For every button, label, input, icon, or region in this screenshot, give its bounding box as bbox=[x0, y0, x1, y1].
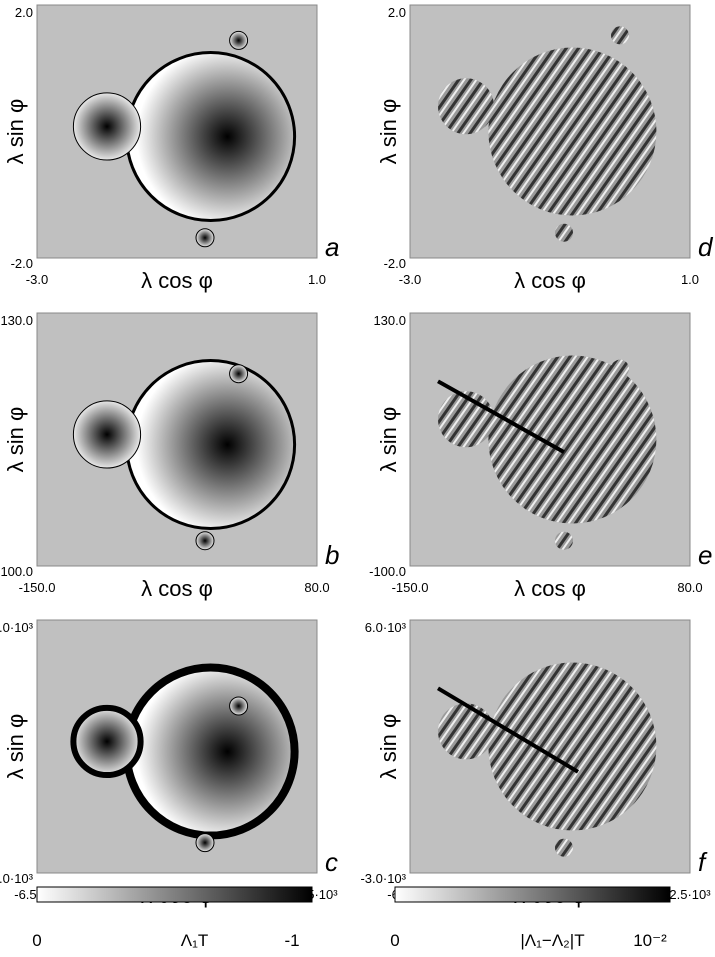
panel-letter: b bbox=[325, 540, 339, 570]
small-bulb bbox=[229, 30, 249, 50]
panel: 2.0 -2.0-3.0 1.0 λ cos φ λ sin φ a bbox=[3, 4, 339, 293]
small-bulb bbox=[195, 531, 215, 551]
y-top-label: 6.0·10³ bbox=[0, 620, 34, 635]
y-bottom-label: -100.0 bbox=[369, 564, 406, 579]
y-bottom-label: -2.0 bbox=[384, 256, 406, 271]
colorbar-label: |Λ₁−Λ₂|T bbox=[520, 931, 584, 950]
panel-letter: f bbox=[698, 847, 708, 877]
x-right-label: 80.0 bbox=[677, 580, 702, 595]
small-bulb bbox=[611, 26, 629, 45]
small-bulb bbox=[555, 531, 573, 550]
small-bulb bbox=[611, 691, 629, 710]
colorbar-min: 0 bbox=[32, 931, 41, 950]
colorbar-max: -1 bbox=[284, 931, 299, 950]
panel-letter: d bbox=[698, 232, 714, 262]
panel-letter: c bbox=[325, 847, 338, 877]
panel-letter: e bbox=[698, 540, 712, 570]
panels: 2.0-2.0-3.01.0λ cos φλ sin φa130.0-100.0… bbox=[0, 4, 714, 950]
colorbar-gradient bbox=[36, 886, 313, 903]
small-bulb bbox=[229, 364, 249, 384]
x-right-label: 1.0 bbox=[308, 272, 326, 287]
x-left-label: -150.0 bbox=[19, 580, 56, 595]
panel: 130.0 -100.0-150.0 80.0 λ cos φ λ sin φ e bbox=[369, 312, 712, 601]
colorbar: 0 |Λ₁−Λ₂|T 10⁻² bbox=[390, 886, 671, 950]
main-bulb bbox=[122, 663, 299, 840]
colorbar-max: 10⁻² bbox=[633, 931, 667, 950]
small-bulb bbox=[611, 359, 629, 378]
y-axis-label: λ sin φ bbox=[3, 714, 28, 780]
y-top-label: 2.0 bbox=[15, 5, 33, 20]
small-bulb bbox=[195, 228, 215, 248]
x-right-label: 2.5·10³ bbox=[669, 887, 711, 902]
x-axis-label: λ cos φ bbox=[141, 268, 213, 293]
y-axis-label: λ sin φ bbox=[376, 714, 401, 780]
x-right-label: 1.0 bbox=[681, 272, 699, 287]
small-bulb bbox=[229, 696, 249, 716]
colorbar-gradient bbox=[394, 886, 671, 903]
y-bottom-label: -3.0·10³ bbox=[360, 871, 406, 886]
x-axis-label: λ cos φ bbox=[514, 576, 586, 601]
colorbar-min: 0 bbox=[390, 931, 399, 950]
main-bulb bbox=[125, 359, 297, 531]
streak bbox=[436, 686, 580, 774]
y-bottom-label: -100.0 bbox=[0, 564, 33, 579]
x-axis-label: λ cos φ bbox=[141, 576, 213, 601]
side-bulb bbox=[70, 704, 144, 779]
side-bulb bbox=[72, 400, 142, 469]
y-top-label: 130.0 bbox=[373, 313, 406, 328]
main-bulb bbox=[488, 662, 657, 831]
x-right-label: 80.0 bbox=[304, 580, 329, 595]
main-bulb bbox=[488, 47, 657, 216]
y-axis-label: λ sin φ bbox=[3, 407, 28, 473]
main-bulb bbox=[125, 51, 297, 223]
panel: 2.0 -2.0-3.0 1.0 λ cos φ λ sin φ d bbox=[376, 4, 714, 293]
streak bbox=[437, 379, 565, 454]
y-axis-label: λ sin φ bbox=[3, 99, 28, 165]
y-bottom-label: -3.0·10³ bbox=[0, 871, 34, 886]
panel: 130.0 -100.0-150.0 80.0 λ cos φ λ sin φ b bbox=[0, 312, 339, 601]
side-bulb bbox=[438, 391, 494, 448]
small-bulb bbox=[555, 223, 573, 242]
y-top-label: 130.0 bbox=[0, 313, 33, 328]
panel-letter: a bbox=[325, 232, 339, 262]
x-left-label: -3.0 bbox=[399, 272, 421, 287]
y-bottom-label: -2.0 bbox=[11, 256, 33, 271]
colorbar: 0 Λ₁T -1 bbox=[32, 886, 313, 950]
y-top-label: 6.0·10³ bbox=[365, 620, 407, 635]
side-bulb bbox=[438, 78, 494, 135]
x-axis-label: λ cos φ bbox=[514, 268, 586, 293]
y-top-label: 2.0 bbox=[388, 5, 406, 20]
small-bulb bbox=[555, 838, 573, 857]
colorbar-label: Λ₁T bbox=[181, 931, 208, 950]
main-bulb bbox=[488, 355, 657, 524]
y-axis-label: λ sin φ bbox=[376, 407, 401, 473]
small-bulb bbox=[195, 833, 215, 853]
side-bulb bbox=[438, 703, 494, 760]
x-left-label: -150.0 bbox=[392, 580, 429, 595]
side-bulb bbox=[72, 92, 142, 161]
y-axis-label: λ sin φ bbox=[376, 99, 401, 165]
x-left-label: -3.0 bbox=[26, 272, 48, 287]
